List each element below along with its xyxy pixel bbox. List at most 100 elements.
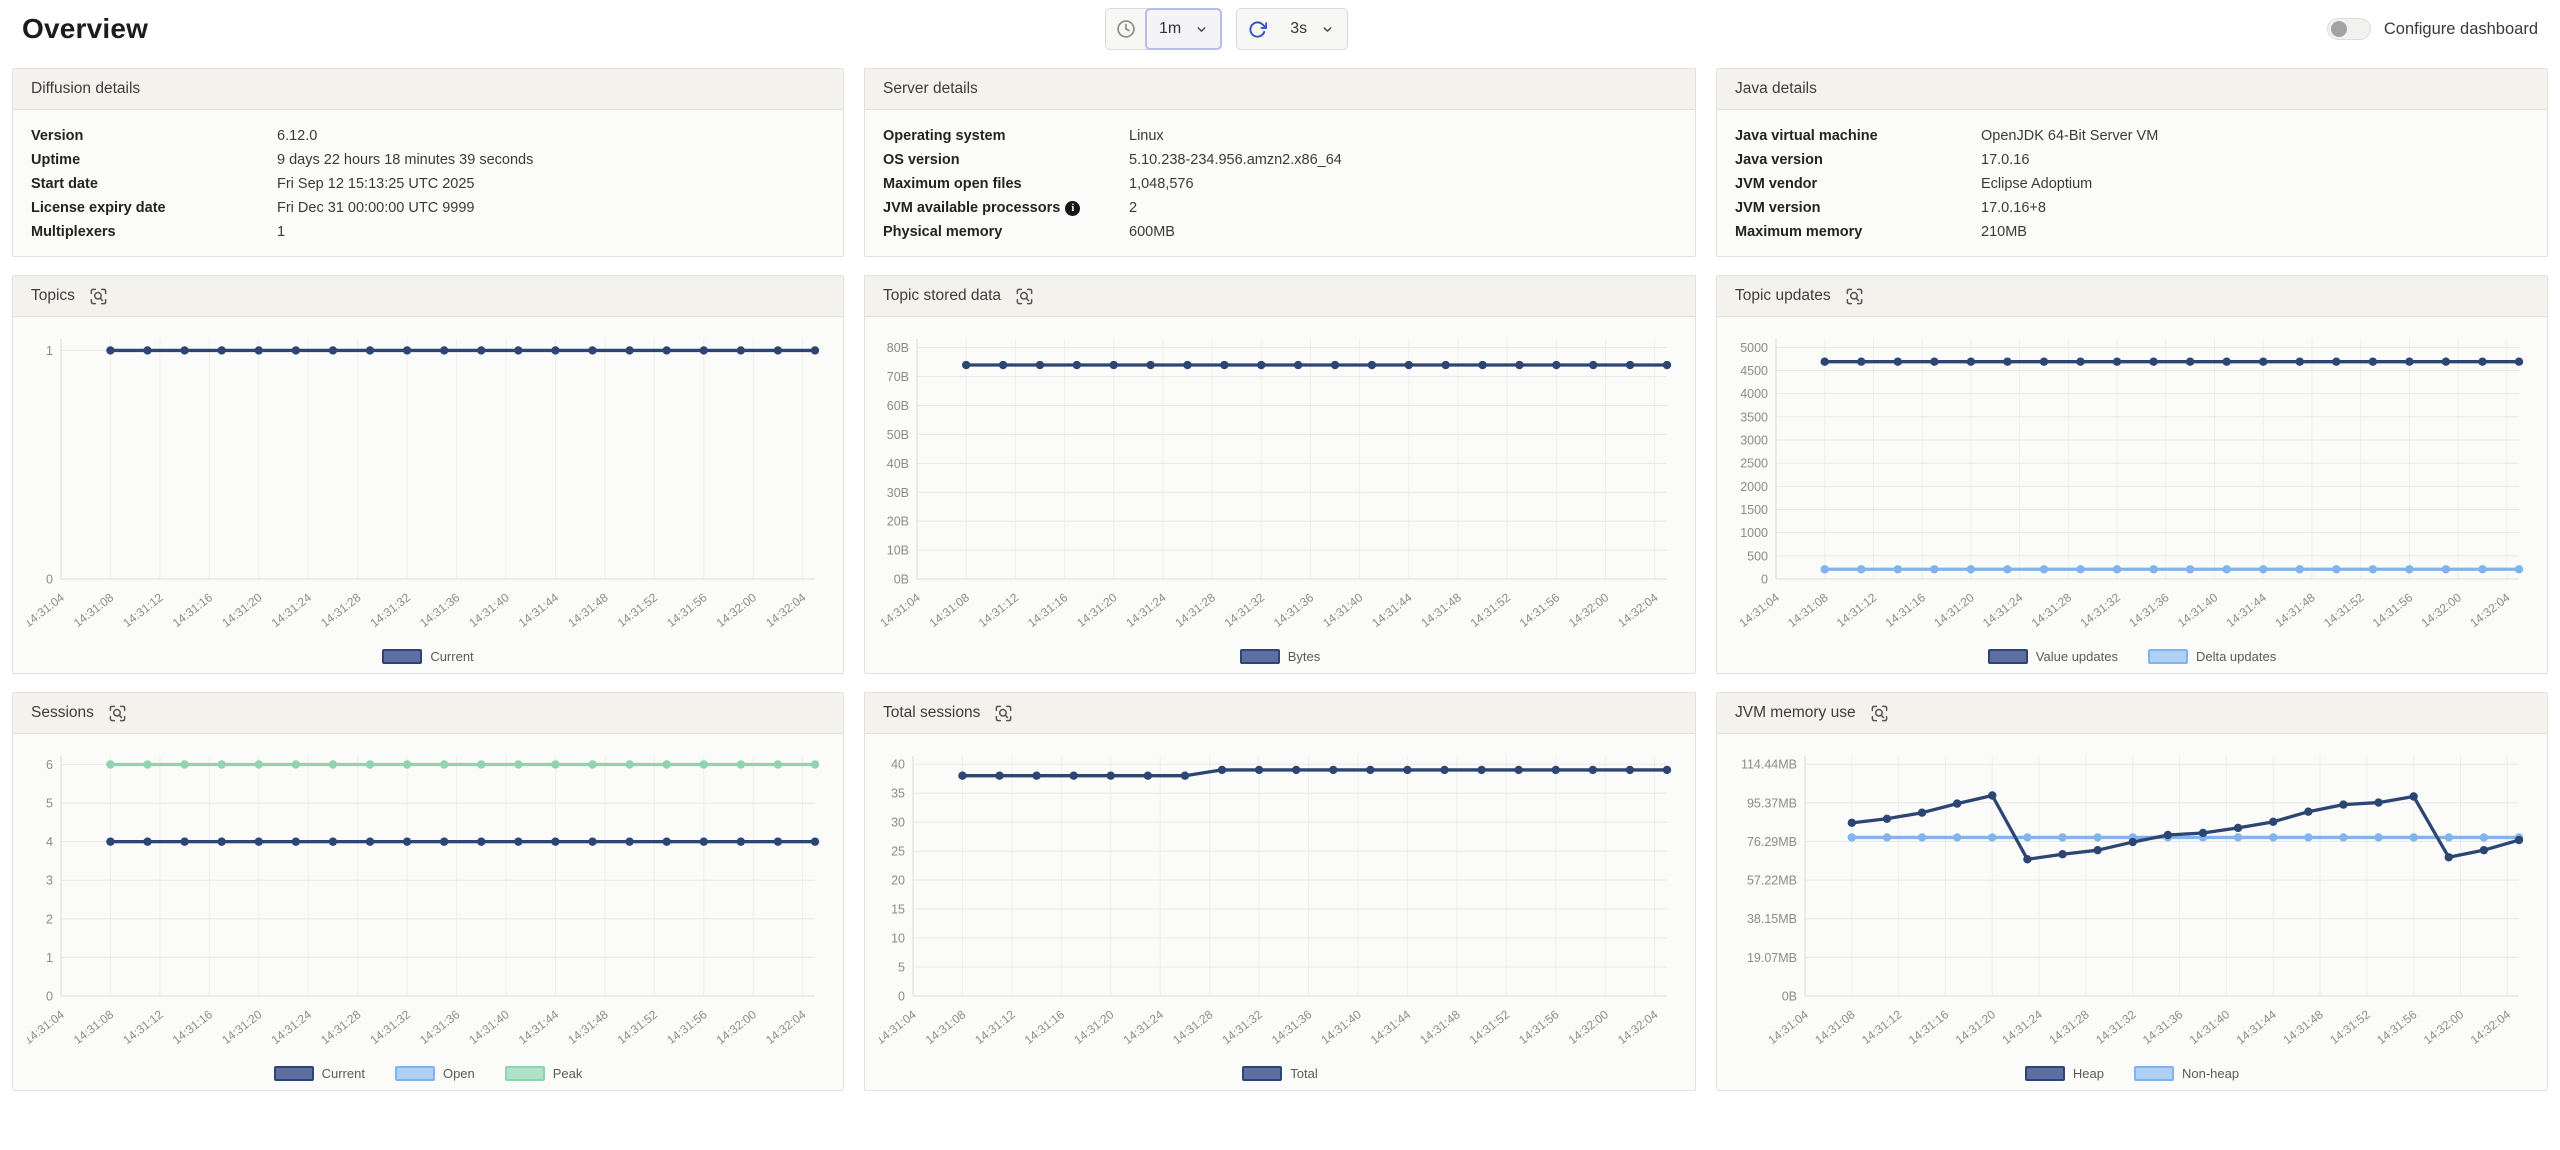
svg-text:14:31:28: 14:31:28 xyxy=(2046,1007,2092,1047)
data-point xyxy=(1625,360,1635,370)
legend-swatch xyxy=(2147,648,2188,664)
data-point xyxy=(1917,808,1927,817)
svg-text:14:31:44: 14:31:44 xyxy=(516,1007,562,1047)
detail-value: 2 xyxy=(1129,200,1138,216)
data-point xyxy=(1662,360,1672,370)
legend-label: Peak xyxy=(552,1065,583,1081)
legend-swatch xyxy=(2024,1065,2065,1081)
data-point xyxy=(514,837,523,846)
chart-plot: 0 5 10 15 20 25 30 35 40 14:31:04 14:31:08 14:31:12… xyxy=(873,744,1681,1058)
svg-text:14:31:08: 14:31:08 xyxy=(1785,590,1831,630)
svg-text:14:31:52: 14:31:52 xyxy=(1467,1007,1513,1047)
svg-text:60B: 60B xyxy=(887,399,909,413)
svg-text:14:31:24: 14:31:24 xyxy=(1121,1007,1167,1047)
svg-text:10B: 10B xyxy=(887,544,909,558)
detail-label: License expiry date xyxy=(31,200,166,216)
magnify-expand-icon[interactable] xyxy=(994,704,1013,723)
svg-text:14:31:52: 14:31:52 xyxy=(2321,590,2367,630)
magnify-expand-icon[interactable] xyxy=(89,287,108,306)
legend-swatch xyxy=(1987,648,2028,664)
refresh-icon[interactable] xyxy=(1237,9,1277,49)
data-point xyxy=(2058,850,2067,859)
configure-dashboard-toggle[interactable] xyxy=(2326,18,2371,40)
data-point xyxy=(998,360,1008,370)
svg-text:14:31:16: 14:31:16 xyxy=(1906,1007,1952,1047)
svg-text:0B: 0B xyxy=(894,573,909,587)
clock-icon[interactable] xyxy=(1106,9,1146,49)
legend-item: Heap xyxy=(2024,1065,2104,1081)
chart-title: Total sessions xyxy=(883,704,981,721)
svg-text:1: 1 xyxy=(46,344,53,358)
data-point xyxy=(1625,765,1635,775)
svg-text:14:31:52: 14:31:52 xyxy=(2327,1007,2373,1047)
chevron-down-icon xyxy=(1197,26,1206,32)
data-point xyxy=(1847,818,1857,828)
panel-title: Java details xyxy=(1735,80,1817,97)
time-range-select[interactable]: 1m xyxy=(1144,8,1223,50)
data-point xyxy=(2409,833,2418,842)
svg-text:14:31:32: 14:31:32 xyxy=(1222,590,1268,630)
data-point xyxy=(2149,357,2158,366)
chart-plot: 0B 10B 20B 30B 40B 50B 60B 70B 80B 14:31:04 14:31:… xyxy=(877,327,1681,641)
detail-value: 6.12.0 xyxy=(277,128,318,144)
detail-row: Version 6.12.0 xyxy=(13,124,843,148)
data-point xyxy=(2268,833,2278,842)
data-point xyxy=(1882,833,1892,842)
data-point xyxy=(736,346,746,355)
svg-text:14:31:40: 14:31:40 xyxy=(1320,590,1366,630)
detail-label: Uptime xyxy=(31,152,81,168)
detail-label: Java virtual machine xyxy=(1735,128,1878,144)
data-point xyxy=(1367,360,1377,370)
svg-text:14:32:00: 14:32:00 xyxy=(2419,590,2465,630)
svg-text:14:31:20: 14:31:20 xyxy=(219,590,265,630)
data-point xyxy=(143,346,152,355)
detail-value: 5.10.238-234.956.amzn2.x86_64 xyxy=(1129,152,1342,168)
data-point xyxy=(551,760,560,769)
data-point xyxy=(2233,823,2243,833)
data-point xyxy=(2368,565,2378,574)
refresh-interval-select[interactable]: 3s xyxy=(1277,9,1347,49)
data-point xyxy=(1291,765,1301,775)
svg-text:14:31:56: 14:31:56 xyxy=(2374,1007,2420,1047)
svg-text:14:31:12: 14:31:12 xyxy=(976,590,1022,630)
data-point xyxy=(2444,833,2453,842)
data-point xyxy=(2441,565,2451,574)
magnify-expand-icon[interactable] xyxy=(108,704,127,723)
data-point xyxy=(2093,833,2102,842)
data-point xyxy=(1588,765,1598,775)
svg-text:50B: 50B xyxy=(887,428,909,442)
data-point xyxy=(1069,771,1078,780)
magnify-expand-icon[interactable] xyxy=(1870,704,1889,723)
data-point xyxy=(699,837,708,846)
detail-value: 17.0.16 xyxy=(1981,152,2030,168)
svg-text:14:31:08: 14:31:08 xyxy=(71,590,117,630)
detail-row: Physical memory 600MB xyxy=(865,220,1695,244)
series-line-total xyxy=(960,768,1669,778)
magnify-expand-icon[interactable] xyxy=(1845,287,1864,306)
data-point xyxy=(1035,360,1045,370)
legend-swatch xyxy=(273,1065,314,1081)
svg-text:14:31:24: 14:31:24 xyxy=(1980,590,2026,630)
time-controls: 1m 3s xyxy=(1105,8,1349,50)
svg-text:14:31:04: 14:31:04 xyxy=(27,590,67,630)
data-point xyxy=(1254,765,1264,775)
magnify-expand-icon[interactable] xyxy=(1015,287,1034,306)
svg-text:14:32:04: 14:32:04 xyxy=(763,590,809,630)
detail-label: Maximum memory xyxy=(1735,224,1863,240)
data-point xyxy=(2058,833,2067,842)
svg-text:14:31:40: 14:31:40 xyxy=(1318,1007,1364,1047)
chart-card-jvm-memory-use: JVM memory use 0B 19.07MB 38.15MB 57.22MB 76… xyxy=(1716,692,2548,1091)
data-point xyxy=(217,346,226,355)
legend-label: Non-heap xyxy=(2181,1065,2240,1081)
info-icon[interactable]: i xyxy=(1065,200,1081,216)
time-range-group: 1m xyxy=(1105,8,1223,50)
legend-swatch xyxy=(1242,1065,1283,1081)
svg-text:14:31:52: 14:31:52 xyxy=(615,1007,661,1047)
svg-text:5000: 5000 xyxy=(1740,341,1768,355)
data-point xyxy=(365,760,375,769)
svg-text:14:31:44: 14:31:44 xyxy=(1368,1007,1414,1047)
data-point xyxy=(1403,765,1412,775)
detail-row: Multiplexers 1 xyxy=(13,220,843,244)
legend-label: Heap xyxy=(2072,1065,2104,1081)
